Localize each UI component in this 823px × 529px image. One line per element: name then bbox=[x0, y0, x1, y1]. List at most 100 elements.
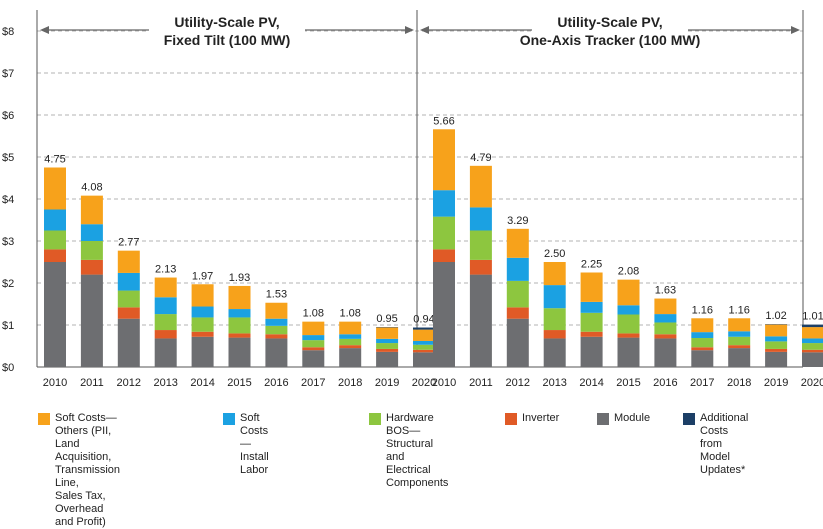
bar-segment bbox=[44, 168, 66, 210]
bar-segment bbox=[433, 262, 455, 367]
bar-segment bbox=[470, 231, 492, 260]
bar-segment bbox=[265, 326, 287, 334]
bar-segment bbox=[265, 319, 287, 326]
x-tick-label: 2018 bbox=[727, 377, 751, 389]
x-tick-label: 2017 bbox=[690, 377, 714, 389]
bar-segment bbox=[155, 278, 177, 298]
panel-title-line2: Fixed Tilt (100 MW) bbox=[164, 32, 291, 48]
bar-segment bbox=[802, 350, 823, 353]
bar-segment bbox=[618, 305, 640, 314]
bar-segment bbox=[544, 338, 566, 367]
bar-segment bbox=[728, 348, 750, 367]
bar-segment bbox=[413, 330, 435, 341]
bar-segment bbox=[81, 275, 103, 367]
data-label: 5.66 bbox=[433, 115, 454, 127]
arrowhead-right-icon bbox=[791, 26, 800, 34]
legend-swatch bbox=[505, 413, 517, 425]
bar-segment bbox=[802, 325, 823, 328]
y-tick-label: $2 bbox=[2, 278, 14, 290]
bar-segment bbox=[44, 249, 66, 262]
bar-segment bbox=[302, 335, 324, 340]
bar-segment bbox=[229, 317, 251, 333]
bar-segment bbox=[413, 345, 435, 350]
bar-segment bbox=[81, 241, 103, 260]
legend-label: Additional Costs from Model Updates* bbox=[700, 412, 748, 477]
x-tick-label: 2011 bbox=[469, 377, 493, 389]
bar-segment bbox=[229, 286, 251, 309]
bar-segment bbox=[118, 273, 140, 291]
bar-segment bbox=[654, 338, 676, 367]
x-tick-label: 2010 bbox=[43, 377, 67, 389]
bar-segment bbox=[339, 348, 361, 367]
bar-segment bbox=[544, 285, 566, 308]
bar-segment bbox=[507, 258, 529, 281]
legend-swatch bbox=[597, 413, 609, 425]
bar-segment bbox=[470, 207, 492, 230]
legend-label: Inverter bbox=[522, 412, 559, 425]
bar-segment bbox=[192, 332, 214, 337]
bar-segment bbox=[691, 350, 713, 367]
bar-segment bbox=[265, 334, 287, 338]
bar-segment bbox=[155, 314, 177, 330]
bar-segment bbox=[192, 337, 214, 367]
y-tick-label: $5 bbox=[2, 152, 14, 164]
bar-segment bbox=[728, 331, 750, 336]
panel-title-line1: Utility-Scale PV, bbox=[174, 14, 279, 30]
bar-segment bbox=[654, 314, 676, 322]
data-label: 4.75 bbox=[44, 154, 65, 166]
bar-segment bbox=[229, 333, 251, 337]
y-tick-label: $8 bbox=[2, 26, 14, 38]
bar-segment bbox=[339, 339, 361, 345]
x-tick-label: 2014 bbox=[579, 377, 603, 389]
x-tick-label: 2012 bbox=[506, 377, 530, 389]
bar-segment bbox=[618, 338, 640, 367]
bar-segment bbox=[765, 325, 787, 337]
data-label: 1.08 bbox=[339, 308, 360, 320]
bar-segment bbox=[802, 343, 823, 350]
bar-segment bbox=[618, 280, 640, 306]
bar-segment bbox=[544, 330, 566, 338]
bar-segment bbox=[155, 338, 177, 367]
bar-segment bbox=[302, 350, 324, 367]
legend-label: Soft Costs—Install Labor bbox=[240, 412, 269, 477]
bar-segment bbox=[802, 327, 823, 338]
data-label: 4.79 bbox=[470, 152, 491, 164]
bar-segment bbox=[339, 334, 361, 339]
bar-segment bbox=[376, 349, 398, 352]
legend-swatch bbox=[683, 413, 695, 425]
bar-segment bbox=[618, 333, 640, 337]
bar-segment bbox=[618, 315, 640, 334]
data-label: 2.25 bbox=[581, 259, 602, 271]
bar-segment bbox=[302, 322, 324, 335]
bar-segment bbox=[765, 349, 787, 352]
bar-segment bbox=[728, 337, 750, 345]
legend-label: Module bbox=[614, 412, 650, 425]
bar-segment bbox=[376, 343, 398, 349]
bar-segment bbox=[581, 273, 603, 302]
data-label: 2.50 bbox=[544, 248, 565, 260]
data-label: 2.13 bbox=[155, 264, 176, 276]
x-tick-label: 2013 bbox=[542, 377, 566, 389]
bar-segment bbox=[44, 262, 66, 367]
x-tick-label: 2016 bbox=[653, 377, 677, 389]
y-tick-label: $7 bbox=[2, 68, 14, 80]
bar-segment bbox=[376, 339, 398, 343]
x-tick-label: 2015 bbox=[616, 377, 640, 389]
bar-segment bbox=[413, 328, 435, 330]
bar-segment bbox=[44, 210, 66, 231]
bar-segment bbox=[81, 224, 103, 241]
data-label: 0.94 bbox=[413, 314, 434, 326]
x-tick-label: 2014 bbox=[190, 377, 214, 389]
x-tick-label: 2018 bbox=[338, 377, 362, 389]
data-label: 1.16 bbox=[728, 304, 749, 316]
bar-segment bbox=[302, 347, 324, 350]
bar-segment bbox=[581, 302, 603, 313]
bar-segment bbox=[691, 338, 713, 347]
x-tick-label: 2019 bbox=[764, 377, 788, 389]
bar-segment bbox=[413, 352, 435, 367]
x-tick-label: 2015 bbox=[227, 377, 251, 389]
bar-segment bbox=[433, 190, 455, 216]
bar-segment bbox=[433, 129, 455, 190]
bar-segment bbox=[155, 297, 177, 314]
bar-segment bbox=[802, 338, 823, 343]
